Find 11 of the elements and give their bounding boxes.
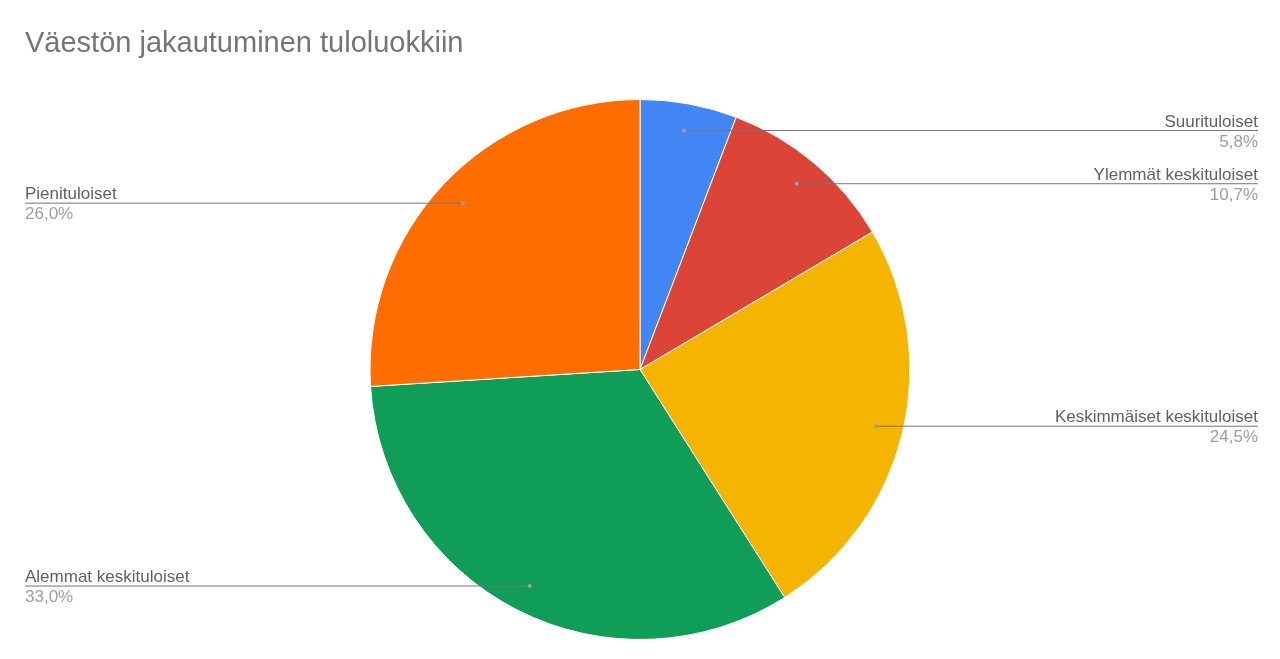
data-label: 33,0% bbox=[25, 587, 74, 607]
chart-title: Väestön jakautuminen tuloluokkiin bbox=[25, 26, 464, 58]
data-label: 24,5% bbox=[1209, 427, 1258, 447]
slice-label: Suurituloiset bbox=[1164, 111, 1259, 131]
slice-label: Keskimmäiset keskituloiset bbox=[1054, 407, 1259, 427]
slice-label: Alemmat keskituloiset bbox=[25, 567, 190, 587]
data-label: 5,8% bbox=[1219, 131, 1258, 151]
data-label: 10,7% bbox=[1209, 184, 1258, 204]
data-label: 26,0% bbox=[25, 204, 74, 224]
slice-label: Pienituloiset bbox=[25, 184, 117, 204]
slice-label: Ylemmät keskituloiset bbox=[1093, 164, 1259, 184]
